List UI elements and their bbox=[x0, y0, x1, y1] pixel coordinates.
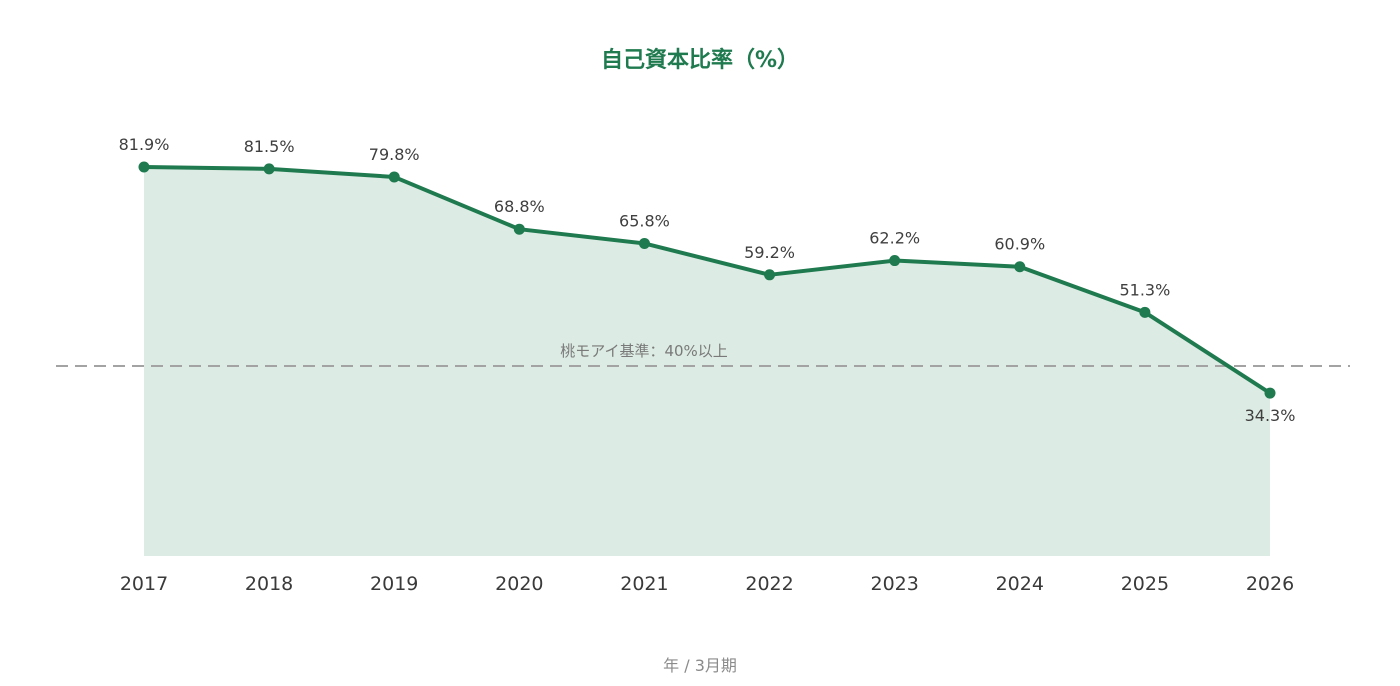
data-label-2017: 81.9% bbox=[119, 135, 170, 154]
data-label-2021: 65.8% bbox=[619, 211, 670, 230]
data-point-2026 bbox=[1264, 387, 1276, 399]
data-point-2024 bbox=[1014, 261, 1026, 273]
reference-line-label: 桃モアイ基準：40%以上 bbox=[560, 342, 728, 360]
data-point-2017 bbox=[138, 161, 150, 173]
data-point-2019 bbox=[388, 171, 400, 183]
x-tick-2024: 2024 bbox=[996, 573, 1044, 595]
x-tick-2018: 2018 bbox=[245, 573, 293, 595]
data-markers bbox=[138, 161, 1276, 399]
data-point-2020 bbox=[513, 223, 525, 235]
data-labels: 81.9% 81.5% 79.8% 68.8% 65.8% 59.2% 62.2% 60.9%… bbox=[119, 135, 1296, 425]
data-label-2024: 60.9% bbox=[994, 235, 1045, 254]
data-point-2018 bbox=[263, 163, 275, 175]
x-tick-2021: 2021 bbox=[620, 573, 668, 595]
data-point-2022 bbox=[764, 269, 776, 281]
data-label-2019: 79.8% bbox=[369, 145, 420, 164]
data-point-2021 bbox=[638, 237, 650, 249]
data-point-2025 bbox=[1139, 306, 1151, 318]
x-tick-2017: 2017 bbox=[120, 573, 168, 595]
data-label-2026: 34.3% bbox=[1245, 406, 1296, 425]
x-tick-2023: 2023 bbox=[870, 573, 918, 595]
x-tick-2019: 2019 bbox=[370, 573, 418, 595]
x-tick-2025: 2025 bbox=[1121, 573, 1169, 595]
area-fill bbox=[144, 166, 1270, 556]
x-tick-2020: 2020 bbox=[495, 573, 543, 595]
x-tick-2022: 2022 bbox=[745, 573, 793, 595]
data-label-2022: 59.2% bbox=[744, 243, 795, 262]
x-tick-2026: 2026 bbox=[1246, 573, 1294, 595]
x-axis-label: 年 / 3月期 bbox=[663, 656, 737, 675]
data-point-2023 bbox=[889, 255, 901, 267]
chart-title: 自己資本比率（%） bbox=[601, 47, 799, 73]
data-label-2025: 51.3% bbox=[1119, 280, 1170, 299]
plot-area: 桃モアイ基準：40%以上 81.9% 81.5% 79.8% 68.8% 65.8% 59… bbox=[56, 135, 1350, 556]
data-label-2018: 81.5% bbox=[244, 137, 295, 156]
x-axis: 2017 2018 2019 2020 2021 2022 2023 2024 2025 2026 bbox=[120, 573, 1294, 595]
series-line bbox=[142, 164, 1272, 396]
data-label-2023: 62.2% bbox=[869, 229, 920, 248]
data-label-2020: 68.8% bbox=[494, 197, 545, 216]
